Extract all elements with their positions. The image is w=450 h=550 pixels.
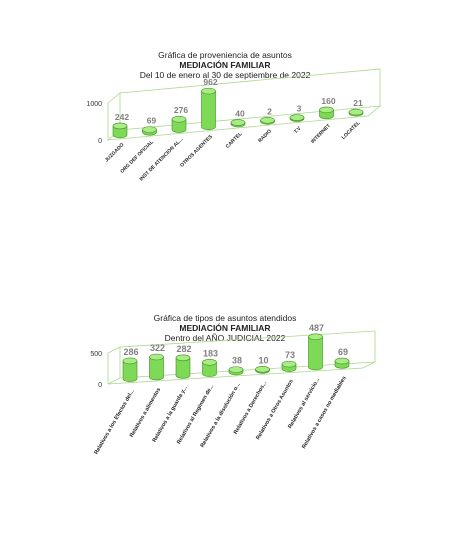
category-label: Relativos a los Efectos del...: [94, 388, 136, 455]
y-tick-label: 0: [98, 382, 102, 389]
back-wall-outline: [119, 330, 376, 378]
bar-top: [112, 122, 128, 130]
category-label: T.V: [293, 125, 303, 135]
bar-top: [289, 114, 305, 121]
bar-top: [122, 357, 138, 365]
bar: [171, 115, 187, 133]
bar-top: [202, 358, 217, 366]
bar-top: [281, 360, 297, 368]
data-label: 40: [235, 109, 245, 119]
bar: [308, 333, 323, 371]
data-label: 242: [115, 112, 129, 122]
bar-top: [255, 366, 270, 373]
category-label: RADIO: [257, 128, 273, 144]
bar-top: [260, 116, 275, 124]
bar: [289, 114, 305, 122]
bar: [228, 366, 244, 376]
bar-body: [202, 361, 217, 377]
bar-top: [319, 106, 334, 114]
data-label: 21: [353, 98, 363, 108]
data-label: 160: [321, 96, 335, 106]
chart-date-range: Del 10 de enero al 30 de septiembre de 2…: [139, 70, 311, 80]
bar-body: [308, 336, 323, 371]
chart-title: Gráfica de tipos de asuntos atendidos: [153, 313, 297, 323]
bar-top: [171, 115, 187, 123]
data-label: 69: [338, 347, 348, 357]
bar-top: [230, 119, 246, 126]
bar: [202, 358, 217, 377]
bar-body: [171, 118, 187, 133]
bar-body: [201, 90, 216, 131]
data-label: 286: [123, 347, 138, 357]
bar-top: [308, 333, 323, 341]
data-label: 3: [297, 104, 302, 114]
bar-top: [348, 108, 364, 116]
bar: [260, 116, 275, 125]
data-label: 487: [309, 323, 324, 333]
category-label: Relativos a casos no mediables: [301, 375, 348, 450]
bar: [334, 357, 350, 369]
bar-body: [175, 357, 191, 379]
bar-top: [228, 366, 244, 373]
bar-top: [334, 357, 350, 365]
data-label: 282: [176, 344, 191, 354]
bar-top: [142, 126, 157, 133]
bar-body: [122, 360, 138, 382]
plot-frame: [107, 330, 376, 385]
bar: [201, 87, 216, 131]
data-label: 73: [285, 350, 295, 360]
bar-body: [149, 356, 164, 381]
chart-subtitle: MEDIACIÓN FAMILIAR: [179, 60, 271, 70]
data-label: 183: [203, 348, 218, 358]
bar-top: [175, 354, 191, 362]
bar: [122, 357, 138, 382]
data-label: 276: [174, 105, 188, 115]
frame-top-edge: [107, 92, 121, 104]
chart-provenance-titles: Gráfica de proveniencia de asuntos MEDIA…: [0, 50, 450, 80]
chart-types-plot: 0 500 286 Relativos a los Efectos del... 322…: [90, 323, 376, 456]
bar: [112, 122, 128, 139]
category-label: OTROS AGENTES: [179, 133, 214, 168]
bar: [142, 126, 157, 136]
y-tick-label: 1000: [86, 101, 102, 108]
bar: [281, 360, 297, 372]
chart-subtitle: MEDIACIÓN FAMILIAR: [179, 323, 271, 333]
data-label: 69: [147, 116, 157, 126]
bar: [175, 354, 191, 379]
frame-top-edge: [107, 346, 121, 354]
data-label: 962: [203, 77, 217, 87]
category-label: CARTEL: [225, 131, 244, 150]
data-label: 38: [232, 356, 242, 366]
chart-types-titles: Gráfica de tipos de asuntos atendidos ME…: [0, 313, 450, 343]
bar: [255, 366, 270, 374]
y-tick-label: 500: [90, 351, 102, 358]
chart-title: Gráfica de proveniencia de asuntos: [158, 50, 292, 60]
category-label: JUZGADO: [104, 142, 126, 164]
back-wall-outline: [119, 68, 381, 130]
y-tick-label: 0: [98, 138, 102, 145]
bar: [230, 119, 246, 128]
category-label: INTERNET: [310, 123, 332, 145]
data-label: 2: [267, 106, 272, 116]
bar: [149, 353, 164, 381]
bar: [319, 106, 334, 120]
chart-period: Dentro del AÑO JUDICIAL 2022: [164, 333, 286, 343]
data-label: 10: [258, 355, 268, 365]
bar-top: [201, 87, 216, 95]
chart-provenance: Gráfica de proveniencia de asuntos MEDIA…: [0, 0, 450, 250]
bar: [348, 108, 364, 117]
category-label: LOCATEL: [341, 120, 362, 141]
data-label: 322: [150, 343, 165, 353]
chart-types: Gráfica de tipos de asuntos atendidos ME…: [0, 300, 450, 530]
bar-top: [149, 353, 164, 361]
